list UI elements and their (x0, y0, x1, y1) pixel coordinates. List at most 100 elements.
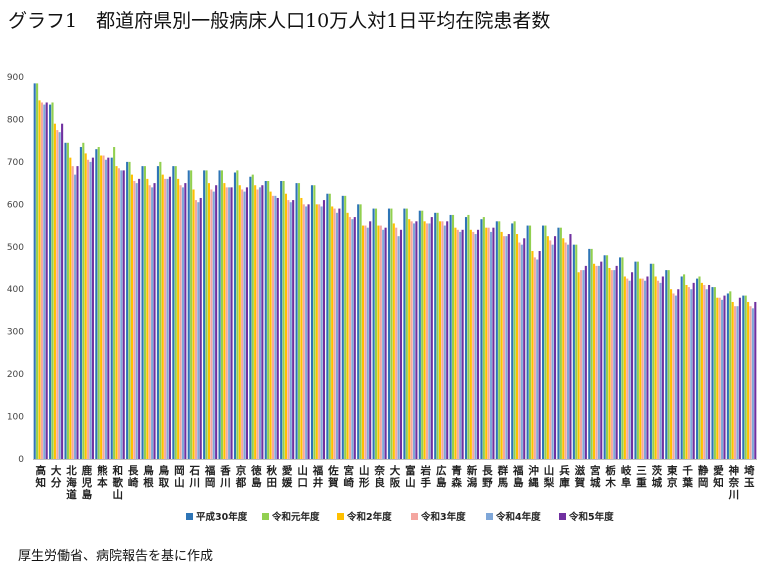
bar (572, 244, 575, 459)
category-label: 神奈川 (728, 464, 740, 501)
bar (348, 217, 352, 459)
legend-label: 令和3年度 (420, 511, 466, 523)
bar (107, 157, 110, 459)
bar (672, 293, 675, 459)
bar (390, 208, 393, 459)
bar (641, 278, 644, 459)
bar (480, 219, 483, 459)
bar (698, 276, 701, 459)
bar (153, 183, 156, 460)
bar (536, 259, 539, 459)
category-label: 宮崎 (344, 464, 355, 489)
bar (713, 287, 716, 459)
bar (95, 149, 98, 459)
category-label: 三重 (636, 465, 647, 489)
bar (613, 270, 616, 459)
bar (61, 123, 64, 459)
bar (405, 208, 408, 459)
category-label: 岐阜 (621, 464, 632, 489)
bar (734, 306, 737, 459)
bar (423, 221, 426, 459)
bar (254, 185, 257, 460)
bar-chart: 0 100 200 300 400 500 600 700 800 900 高知大分北海道鹿児島熊本… (7, 73, 757, 523)
bar (212, 191, 215, 459)
bar (53, 123, 56, 459)
bar (174, 166, 177, 459)
bar (474, 234, 477, 459)
bar (489, 231, 493, 459)
bar (690, 289, 693, 459)
bar (430, 217, 433, 459)
bar (225, 187, 228, 460)
bar (199, 197, 202, 459)
bar (218, 170, 221, 459)
bar (498, 221, 501, 459)
bar (443, 225, 446, 459)
category-label: 愛知 (713, 464, 724, 489)
bar (104, 159, 107, 459)
bar (113, 147, 116, 459)
bar (449, 214, 452, 459)
bar (657, 280, 660, 459)
bar (187, 170, 190, 459)
bar (562, 238, 565, 459)
bar (665, 270, 668, 459)
bar (249, 176, 252, 460)
bar (128, 161, 131, 459)
bar (346, 212, 349, 459)
y-tick-label: 600 (7, 200, 24, 210)
bar (135, 183, 138, 460)
bar (523, 238, 526, 459)
bar (476, 229, 480, 459)
bar (364, 225, 367, 459)
category-label: 群馬 (498, 464, 509, 489)
category-label: 山口 (297, 464, 308, 489)
bar (220, 170, 223, 459)
y-tick-label: 900 (7, 73, 24, 83)
bar (353, 217, 356, 459)
bar (415, 221, 418, 459)
category-label: 富山 (405, 464, 416, 489)
bar (205, 170, 208, 459)
bar (425, 223, 429, 459)
bar (307, 204, 310, 459)
bar (146, 178, 149, 459)
bar (438, 221, 442, 459)
bar (636, 261, 639, 459)
bar (264, 180, 267, 460)
category-label: 岡山 (174, 465, 185, 489)
bar (421, 210, 424, 459)
bar (711, 287, 714, 459)
category-label: 京都 (235, 464, 247, 489)
bar (436, 212, 439, 459)
category-label: 佐賀 (327, 464, 339, 489)
bar (335, 212, 339, 459)
bar (122, 170, 125, 459)
bar (192, 189, 195, 460)
bar (159, 161, 162, 459)
category-label: 愛媛 (281, 464, 293, 489)
bar (322, 200, 326, 459)
page-title: グラフ1 都道府県別一般病床人口10万人対1日平均在院患者数 (8, 10, 551, 32)
bar (661, 276, 664, 459)
bar (282, 180, 285, 460)
bar (384, 227, 387, 459)
bar (692, 282, 695, 459)
bar (639, 278, 642, 459)
bar (677, 289, 680, 459)
legend-swatch (486, 513, 493, 520)
legend-label: 令和4年度 (495, 511, 541, 523)
bar (74, 174, 77, 459)
bar (649, 263, 652, 459)
bar (313, 185, 316, 460)
bar (590, 248, 593, 459)
bar (302, 204, 305, 459)
bar (210, 189, 213, 460)
bar (233, 172, 237, 459)
category-label: 高知 (35, 464, 46, 489)
bar (528, 225, 532, 459)
category-label: 山形 (359, 464, 370, 489)
bar (718, 297, 721, 459)
bar (549, 240, 552, 459)
bar (333, 208, 336, 459)
